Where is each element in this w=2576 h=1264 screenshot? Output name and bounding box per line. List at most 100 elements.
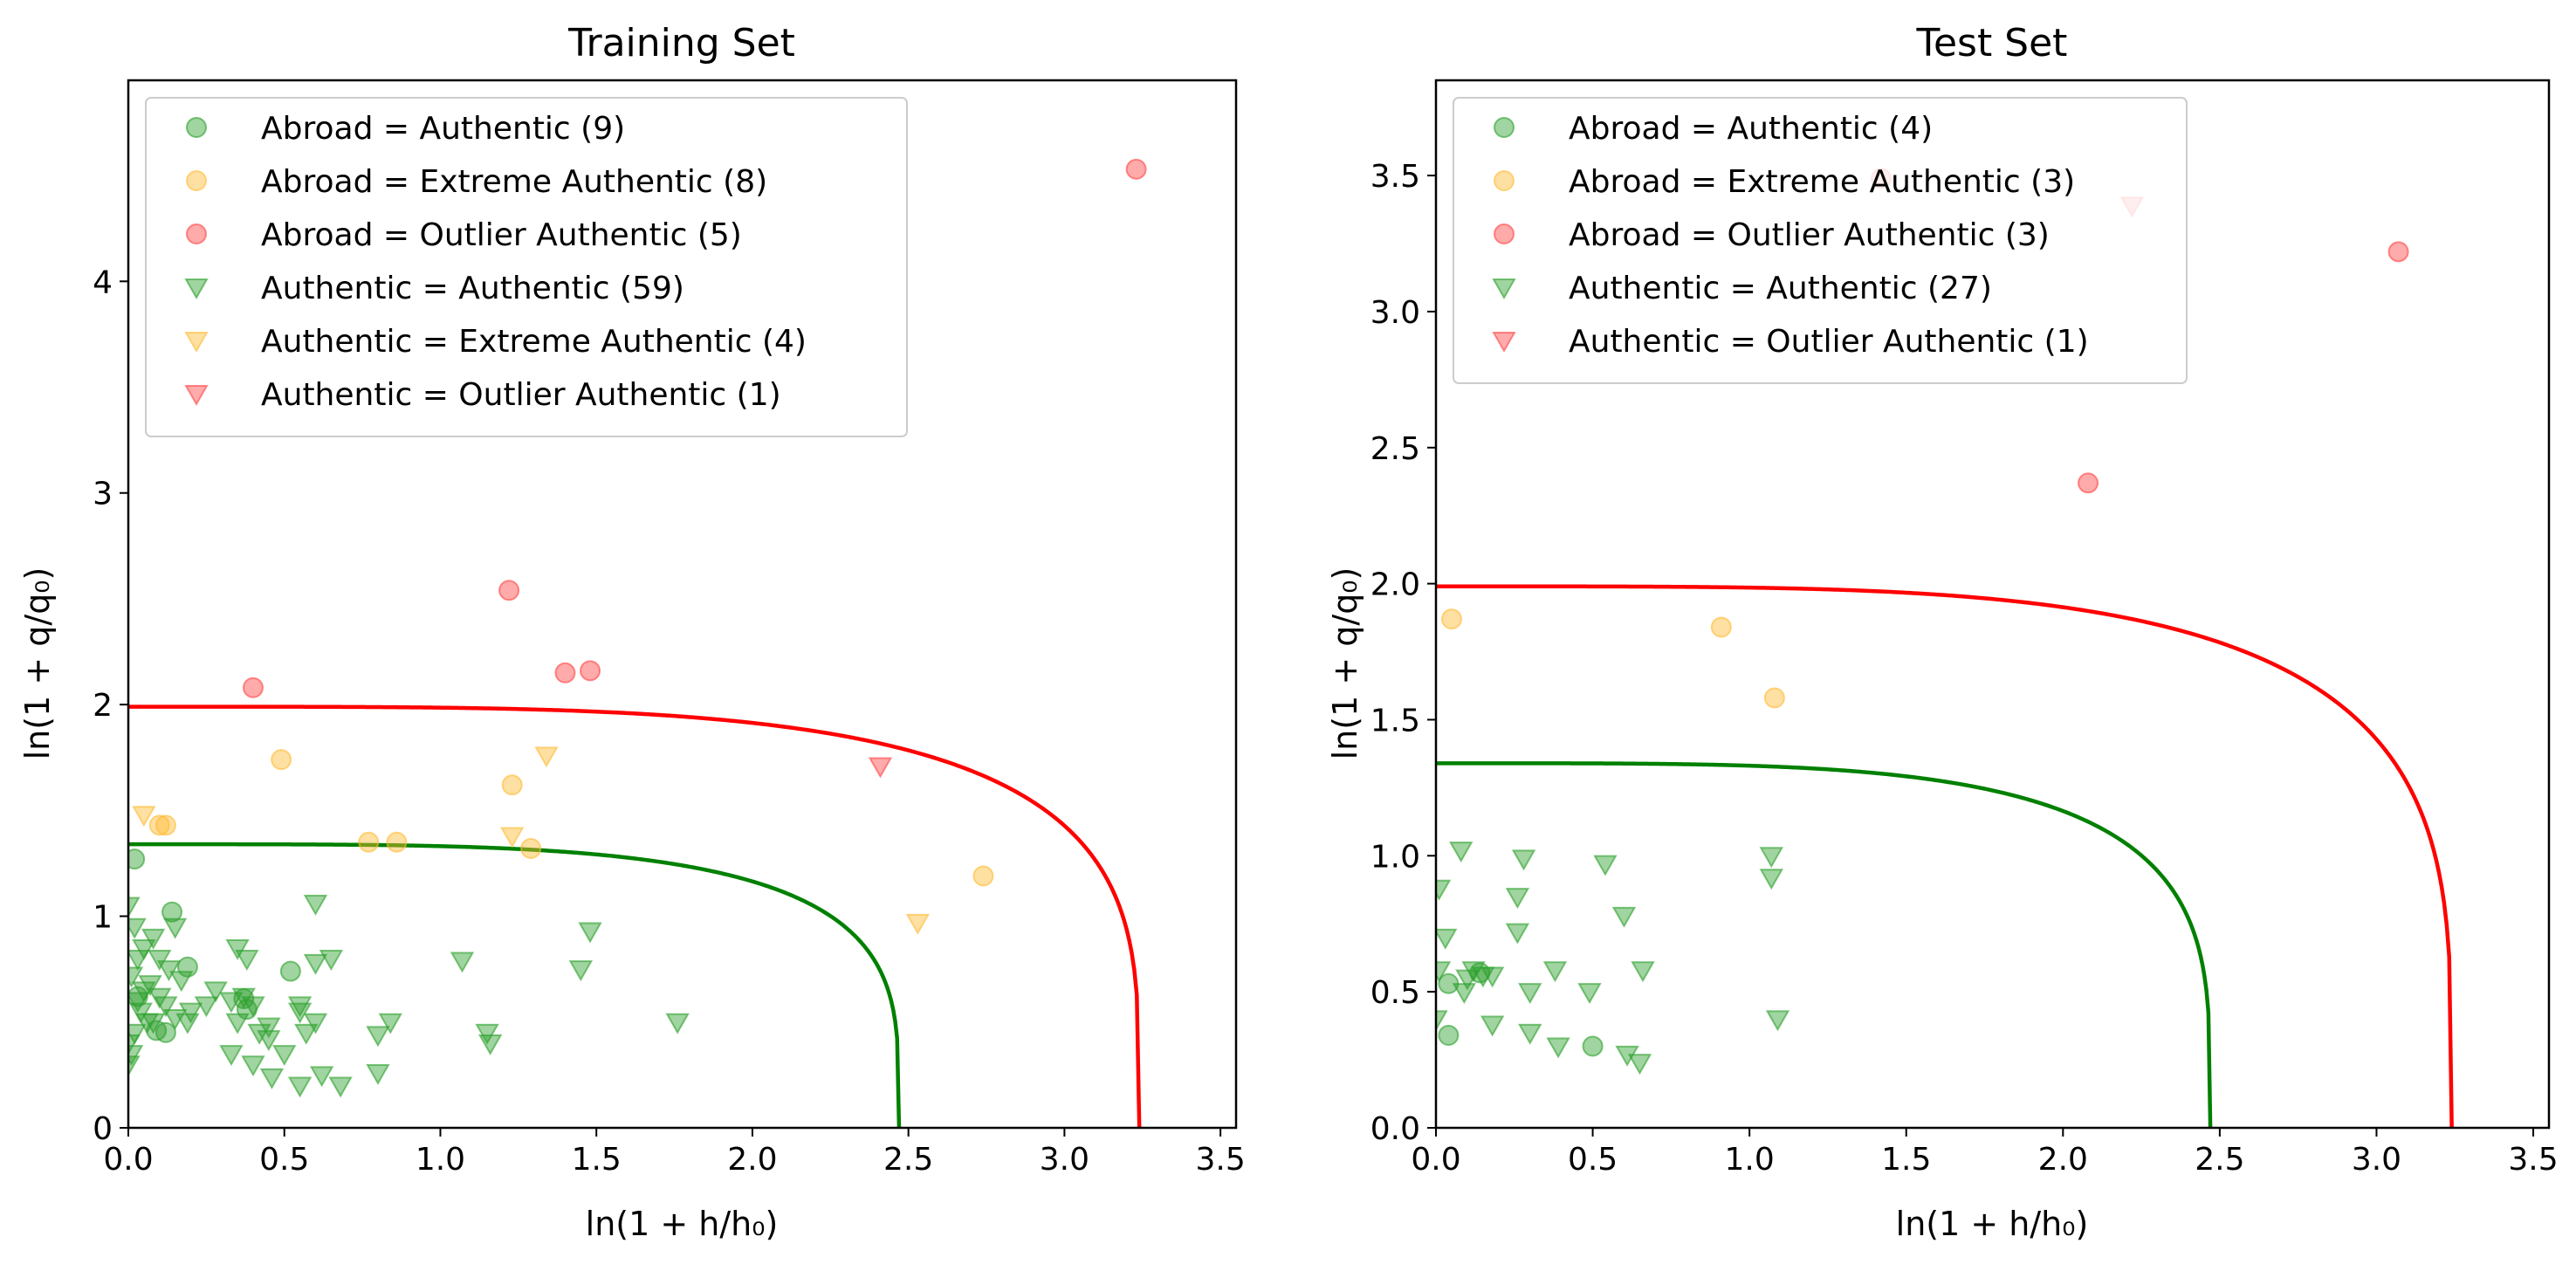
data-point [1125,158,1147,180]
legend-marker [184,385,209,407]
x-tick-label: 2.5 [883,1142,933,1178]
data-point [554,662,576,684]
green-boundary-curve [128,842,902,1128]
data-point [303,953,328,975]
legend-marker [184,278,209,300]
test-set-panel: Test Set ln(1 + h/h₀) ln(1 + q/q₀) 0.0 0.… [1326,21,2559,1243]
data-point [1546,1037,1570,1059]
data-point [1455,969,1480,991]
data-point [303,1013,328,1034]
y-tick-label: 0.5 [1370,975,1420,1011]
data-point [328,1076,353,1098]
data-point [219,992,244,1013]
y-tick-label: 4 [93,264,113,300]
data-point [1577,983,1602,1005]
y-axis-label: ln(1 + q/q₀) [1326,567,1364,760]
data-point [1518,983,1542,1005]
legend: Abroad = Authentic (4) Abroad = Extreme A… [1453,97,2188,384]
data-point [1480,966,1505,988]
data-point [1542,961,1568,983]
data-point [241,1055,265,1077]
data-point [1452,983,1477,1005]
y-axis-label: ln(1 + q/q₀) [18,567,57,760]
data-point [138,975,162,997]
x-tick-label: 0.5 [259,1142,309,1178]
data-point [905,913,931,935]
data-point [1710,616,1732,638]
x-tick-label: 3.0 [2352,1142,2401,1178]
data-point [1436,879,1452,901]
data-point [1615,1045,1639,1067]
data-point [194,996,219,1018]
y-tick-label: 3.5 [1370,159,1420,195]
data-point [178,1002,203,1024]
data-point [287,996,313,1018]
data-point [2387,241,2409,263]
data-point [175,1013,200,1034]
legend-label: Abroad = Authentic (9) [261,111,625,147]
x-tick-label: 1.5 [1881,1142,1931,1178]
data-point [1759,869,1784,890]
data-point [1440,608,1462,630]
data-point [1765,1010,1790,1032]
data-point [1436,1010,1448,1032]
red-boundary-curve [128,704,1142,1128]
data-point [203,981,228,1003]
data-point [257,1017,281,1039]
data-point [162,1008,188,1030]
data-point [128,1034,141,1056]
data-point [128,1055,141,1077]
data-point [1505,923,1530,945]
legend-marker [1494,170,1515,191]
data-point [156,960,182,982]
data-point [257,1030,281,1052]
data-point [1759,847,1784,869]
data-point [378,1013,402,1034]
red-boundary-curve [1436,584,2454,1128]
data-point [294,1023,319,1045]
data-point [1436,928,1458,950]
plot-area [128,158,1147,1128]
x-tick-label: 1.0 [1725,1142,1775,1178]
x-tick-label: 1.0 [416,1142,465,1178]
legend: Abroad = Authentic (9) Abroad = Extreme A… [145,97,908,437]
y-tick-label: 2.0 [1370,567,1420,603]
legend-marker [186,223,207,244]
training-set-panel: Training Set ln(1 + h/h₀) ln(1 + q/q₀) 0… [18,21,1246,1243]
legend-label: Authentic = Extreme Authentic (4) [261,324,807,360]
chart-title: Test Set [1916,21,2068,65]
data-point [2078,472,2099,494]
data-point [169,971,194,993]
legend-marker [186,170,207,191]
data-point [235,950,259,972]
series-2 [242,158,1147,698]
y-tick-label: 3 [93,477,113,512]
data-point [162,917,188,939]
legend-marker [1494,117,1515,138]
data-point [520,838,542,859]
data-point [309,1066,334,1088]
data-point [287,1076,313,1098]
data-point [219,1045,244,1067]
data-point [241,996,265,1018]
data-point [501,774,523,796]
data-point [1518,1023,1542,1045]
data-point [128,917,147,939]
x-axis-label: ln(1 + h/h₀) [586,1205,779,1243]
data-point [128,950,150,972]
x-tick-label: 2.0 [2038,1142,2088,1178]
data-point [1438,1025,1460,1047]
data-point [1627,1054,1652,1075]
data-point [366,1026,390,1048]
x-tick-label: 1.5 [572,1142,622,1178]
data-point [141,1013,166,1034]
data-point [128,966,144,988]
data-point [161,901,183,923]
data-point [279,960,301,982]
data-point [1449,842,1473,863]
data-point [259,1068,285,1089]
green-boundary-curve [1436,761,2213,1128]
data-point [128,1002,154,1024]
data-point [1631,961,1655,983]
legend-marker [1494,223,1515,244]
